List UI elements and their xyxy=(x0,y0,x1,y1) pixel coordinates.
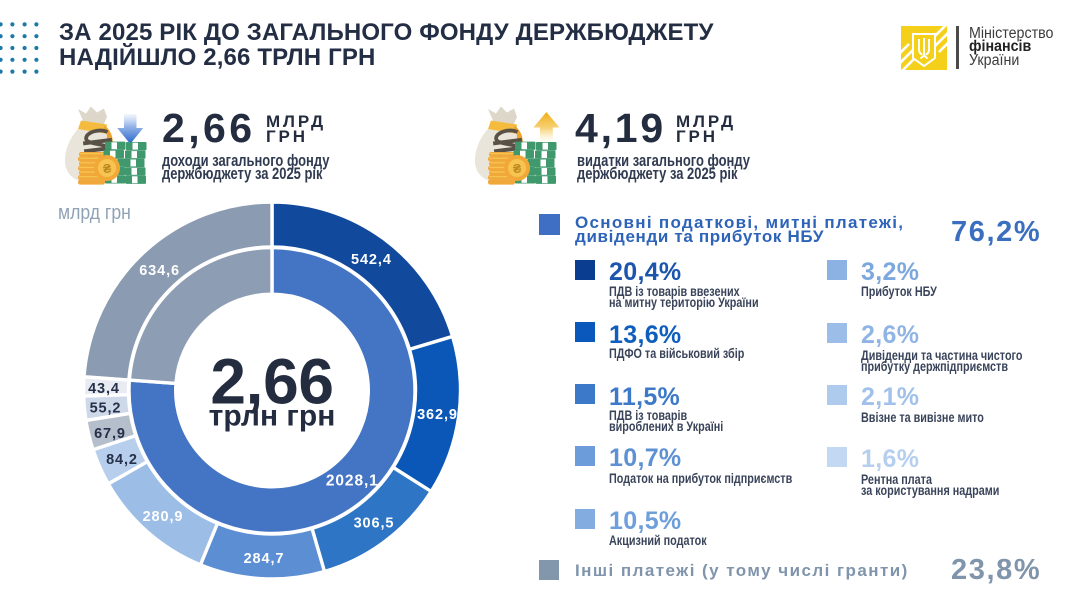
svg-text:55,2: 55,2 xyxy=(90,401,122,417)
svg-text:542,4: 542,4 xyxy=(351,252,392,268)
svg-text:2028,1: 2028,1 xyxy=(326,472,379,489)
svg-text:362,9: 362,9 xyxy=(417,407,458,423)
svg-text:2,66: 2,66 xyxy=(210,346,333,418)
svg-text:284,7: 284,7 xyxy=(244,551,285,567)
svg-text:280,9: 280,9 xyxy=(143,509,184,525)
svg-text:67,9: 67,9 xyxy=(94,426,126,442)
svg-text:84,2: 84,2 xyxy=(106,452,138,468)
svg-text:634,6: 634,6 xyxy=(139,263,180,279)
svg-text:306,5: 306,5 xyxy=(354,515,395,531)
svg-text:трлн грн: трлн грн xyxy=(209,400,336,433)
svg-text:43,4: 43,4 xyxy=(88,381,120,397)
